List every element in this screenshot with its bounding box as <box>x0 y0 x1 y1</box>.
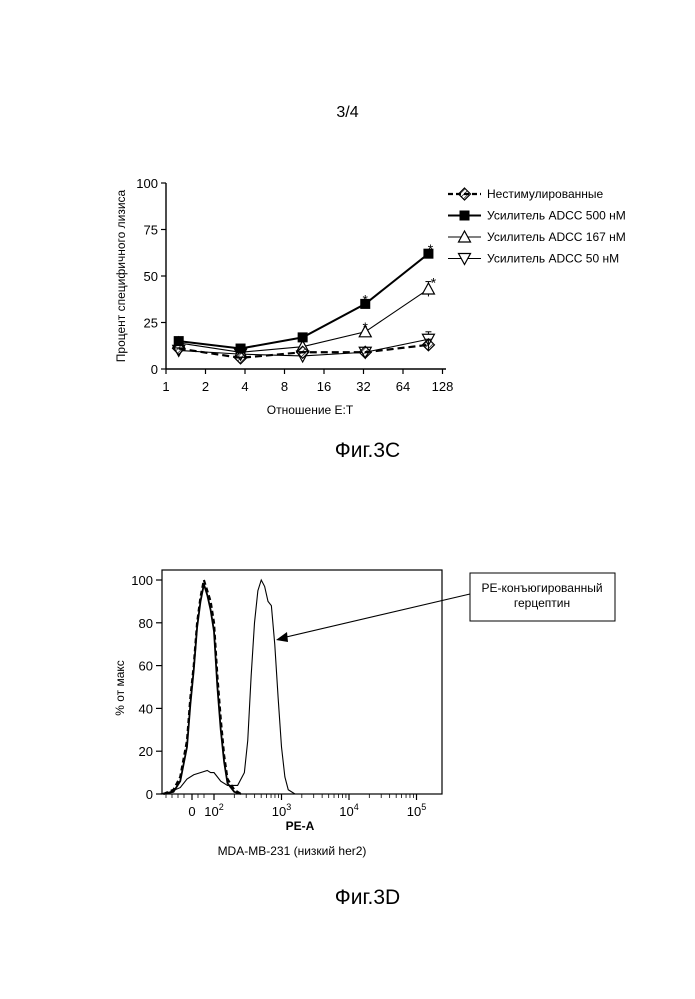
y-tick-label: 40 <box>139 701 153 716</box>
y-tick-label: 60 <box>139 659 153 674</box>
histogram-curve-2 <box>163 584 241 794</box>
x-tick-label: 16 <box>317 379 331 394</box>
filled-square-marker <box>460 211 470 221</box>
chart-3c: Процент специфичного лизиса Отношение E:… <box>114 176 626 417</box>
y-tick-label: 25 <box>144 316 158 331</box>
legend-label: Усилитель ADCC 50 нМ <box>487 252 619 266</box>
x-tick-label: 8 <box>281 379 288 394</box>
y-tick-label: 80 <box>139 616 153 631</box>
legend-label: Усилитель ADCC 167 нМ <box>487 230 626 244</box>
significance-star: * <box>363 319 369 335</box>
x-tick-label: 102 <box>204 802 223 819</box>
y-tick-label: 100 <box>131 573 153 588</box>
legend-label: Нестимулированные <box>487 187 604 201</box>
callout: PE-конъюгированный герцептин <box>276 573 615 642</box>
hatched-diamond-marker <box>459 188 471 200</box>
x-tick-label: 64 <box>396 379 410 394</box>
x-axis-label: PE-A <box>286 819 315 833</box>
histogram-curve-1 <box>163 580 241 794</box>
filled-square-marker <box>298 332 308 342</box>
callout-arrowhead <box>276 632 288 642</box>
chart-3d: % от макс PE-A MDA-MB-231 (низкий her2) … <box>113 570 615 858</box>
x-tick-label: 4 <box>241 379 248 394</box>
plot-frame <box>162 570 442 794</box>
y-tick-label: 0 <box>151 362 158 377</box>
x-tick-label: 32 <box>356 379 370 394</box>
x-tick-label: 0 <box>188 804 195 819</box>
filled-square-marker <box>236 344 246 354</box>
y-axis-label: Процент специфичного лизиса <box>114 189 128 362</box>
y-tick-label: 50 <box>144 269 158 284</box>
significance-star: * <box>431 275 437 291</box>
x-tick-label: 105 <box>407 802 426 819</box>
x-tick-label: 103 <box>272 802 291 819</box>
x-tick-label: 2 <box>202 379 209 394</box>
filled-square-marker <box>174 336 184 346</box>
y-axis-label: % от макс <box>113 660 127 716</box>
callout-line-1: PE-конъюгированный <box>481 581 602 595</box>
x-tick-label: 104 <box>339 802 358 819</box>
y-tick-label: 100 <box>136 176 158 191</box>
y-tick-label: 20 <box>139 744 153 759</box>
x-tick-label: 1 <box>162 379 169 394</box>
figure-3d-caption: Фиг.3D <box>20 886 695 910</box>
x-axis-label: Отношение E:T <box>267 403 354 417</box>
significance-star: * <box>428 241 434 257</box>
legend-label: Усилитель ADCC 500 нМ <box>487 209 626 223</box>
chart-subtitle: MDA-MB-231 (низкий her2) <box>218 844 367 858</box>
figure-3c-caption: Фиг.3C <box>20 439 695 463</box>
callout-line-2: герцептин <box>514 596 570 610</box>
y-tick-label: 0 <box>146 787 153 802</box>
histogram-curve-3 <box>160 580 295 794</box>
significance-star: * <box>363 291 369 307</box>
y-tick-label: 75 <box>144 223 158 238</box>
series-2 <box>174 249 434 354</box>
x-tick-label: 128 <box>432 379 454 394</box>
